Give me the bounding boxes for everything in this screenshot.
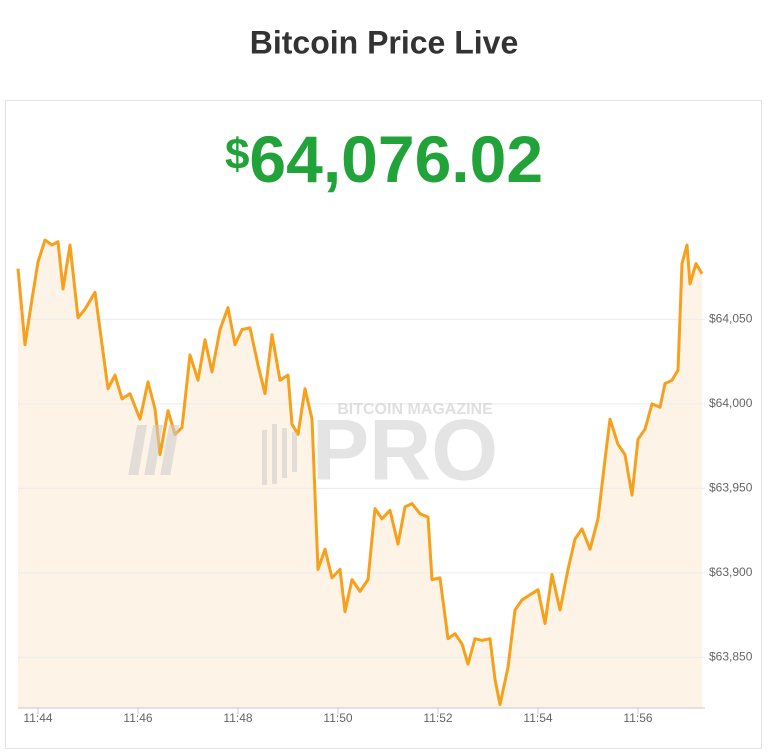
x-tick-label: 11:54 xyxy=(523,711,552,725)
watermark: BITCOIN MAGAZINE PRO xyxy=(128,401,498,499)
x-tick-label: 11:50 xyxy=(323,711,352,725)
y-tick-label: $63,900 xyxy=(709,565,753,579)
watermark-icon xyxy=(128,424,297,485)
price-currency: $ xyxy=(225,130,249,179)
y-tick-label: $63,950 xyxy=(709,481,753,495)
x-tick-label: 11:56 xyxy=(623,711,652,725)
x-tick-label: 11:52 xyxy=(423,711,452,725)
page-title: Bitcoin Price Live xyxy=(250,24,519,60)
plot: $63,850 $63,900 $63,950 $64,000 $64,050 11:44… xyxy=(16,238,753,725)
x-tick-label: 11:48 xyxy=(223,711,252,725)
watermark-logo: PRO xyxy=(312,403,498,499)
x-tick-label: 11:44 xyxy=(23,711,52,725)
price-line xyxy=(16,238,704,707)
y-tick-label: $64,050 xyxy=(709,312,753,326)
y-tick-label: $64,000 xyxy=(709,396,753,410)
x-tick-label: 11:46 xyxy=(123,711,152,725)
price-amount: 64,076.02 xyxy=(249,122,543,196)
area xyxy=(18,240,702,708)
price: $64,076.02 xyxy=(225,122,543,196)
watermark-text: BITCOIN MAGAZINE xyxy=(337,401,493,418)
y-tick-label: $63,850 xyxy=(709,649,753,663)
